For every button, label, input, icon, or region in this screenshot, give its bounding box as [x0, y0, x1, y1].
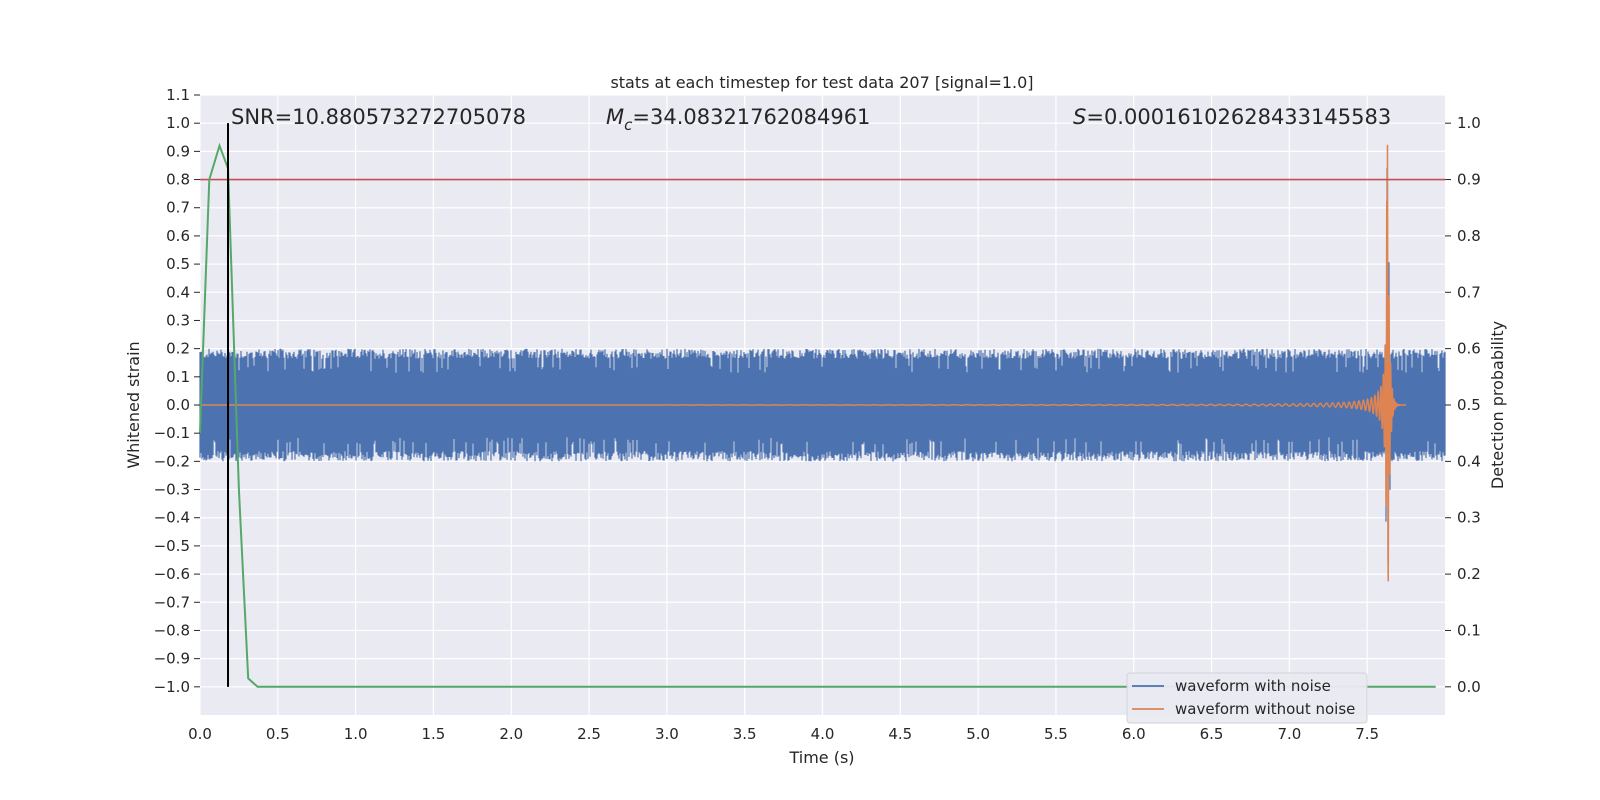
x-tick-label: 0.0 [188, 725, 212, 743]
y-left-tick-label: 0.7 [166, 199, 190, 217]
chirp-mass-annotation: Mc=34.08321762084961 [606, 105, 870, 134]
x-tick-label: 7.0 [1277, 725, 1301, 743]
y-left-tick-label: −0.2 [154, 452, 190, 470]
x-tick-label: 6.5 [1200, 725, 1224, 743]
y-right-tick-label: 0.5 [1457, 396, 1481, 414]
y-right-tick-label: 1.0 [1457, 114, 1481, 132]
y-left-tick-label: 0.6 [166, 227, 190, 245]
s-annotation: S=0.00016102628433145583 [1073, 105, 1391, 129]
y-right-tick-label: 0.0 [1457, 678, 1481, 696]
y-right-tick-label: 0.3 [1457, 509, 1481, 527]
x-tick-label: 3.0 [655, 725, 679, 743]
legend: waveform with noise waveform without noi… [1126, 672, 1368, 724]
snr-annotation: SNR=10.880573272705078 [231, 105, 526, 129]
chirp-mass-subscript: c [624, 116, 633, 134]
y-right-tick-label: 0.1 [1457, 621, 1481, 639]
legend-label-clean: waveform without noise [1175, 700, 1355, 718]
y-right-tick-label: 0.2 [1457, 565, 1481, 583]
y-left-tick-label: −0.4 [154, 509, 190, 527]
chirp-mass-value: =34.08321762084961 [632, 105, 870, 129]
y-left-tick-label: 0.3 [166, 311, 190, 329]
x-tick-labels: 0.0 0.5 1.0 1.5 2.0 2.5 3.0 3.5 4.0 4.5 5.0 5.5 6.0 6… [188, 725, 1379, 743]
y-left-tick-label: −0.6 [154, 565, 190, 583]
y-right-tick-label: 0.6 [1457, 340, 1481, 358]
probability-series [199, 142, 1436, 688]
y-right-tick-label: 0.4 [1457, 452, 1481, 470]
x-tick-label: 2.5 [577, 725, 601, 743]
y-left-tick-label: −0.9 [154, 650, 190, 668]
s-symbol: S [1073, 105, 1086, 129]
y-left-tick-label: 1.1 [166, 86, 190, 104]
y-left-tick-label: −0.5 [154, 537, 190, 555]
chart-title: stats at each timestep for test data 207… [610, 73, 1033, 92]
clean-waveform-series [200, 144, 1407, 582]
x-tick-label: 1.0 [344, 725, 368, 743]
y-axis-left-label: Whitened strain [124, 341, 143, 468]
x-axis-label: Time (s) [788, 748, 854, 767]
y-left-tick-label: 0.4 [166, 283, 190, 301]
x-tick-label: 5.0 [966, 725, 990, 743]
y-axis-right-label: Detection probability [1488, 321, 1507, 489]
x-tick-label: 4.5 [888, 725, 912, 743]
y-left-tick-label: 0.0 [166, 396, 190, 414]
x-tick-label: 2.0 [499, 725, 523, 743]
legend-label-noisy: waveform with noise [1175, 677, 1331, 695]
clean-waveform-line [666, 144, 1407, 582]
y-left-tick-label: 1.0 [166, 114, 190, 132]
y-left-tick-label: −1.0 [154, 678, 190, 696]
y-right-tick-labels: 0.0 0.1 0.2 0.3 0.4 0.5 0.6 0.7 0.8 0.9 1.0 [1445, 114, 1481, 696]
x-tick-label: 1.5 [422, 725, 446, 743]
y-left-tick-label: −0.7 [154, 593, 190, 611]
y-left-tick-label: 0.2 [166, 340, 190, 358]
y-left-tick-label: 0.5 [166, 255, 190, 273]
y-left-tick-label: −0.1 [154, 424, 190, 442]
y-right-tick-label: 0.8 [1457, 227, 1481, 245]
y-left-tick-label: 0.9 [166, 142, 190, 160]
chirp-mass-symbol: M [606, 105, 624, 129]
x-tick-label: 3.5 [733, 725, 757, 743]
y-right-tick-label: 0.7 [1457, 283, 1481, 301]
y-left-tick-labels: −1.0 −0.9 −0.8 −0.7 −0.6 −0.5 −0.4 −0.3 −0.2 −0.1… [154, 86, 200, 696]
x-tick-label: 5.5 [1044, 725, 1068, 743]
y-left-tick-label: 0.8 [166, 171, 190, 189]
x-tick-label: 6.0 [1122, 725, 1146, 743]
s-value: =0.00016102628433145583 [1086, 105, 1391, 129]
y-right-tick-label: 0.9 [1457, 171, 1481, 189]
probability-line [199, 142, 1436, 688]
x-tick-label: 0.5 [266, 725, 290, 743]
y-left-tick-label: 0.1 [166, 368, 190, 386]
x-tick-label: 4.0 [811, 725, 835, 743]
y-left-tick-label: −0.8 [154, 621, 190, 639]
x-tick-label: 7.5 [1355, 725, 1379, 743]
y-left-tick-label: −0.3 [154, 481, 190, 499]
legend-box [1126, 672, 1368, 724]
